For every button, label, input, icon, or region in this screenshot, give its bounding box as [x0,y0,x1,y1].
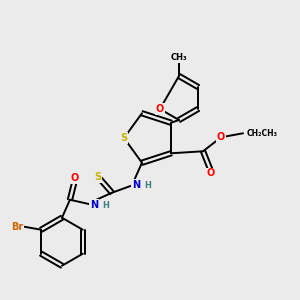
Text: CH₃: CH₃ [171,53,187,62]
Text: O: O [207,168,215,178]
Text: H: H [144,181,151,190]
Text: Br: Br [11,222,23,232]
Text: O: O [156,104,164,114]
Text: O: O [71,173,79,183]
Text: O: O [217,132,225,142]
Text: N: N [90,200,98,210]
Text: N: N [132,180,140,190]
Text: CH₂CH₃: CH₂CH₃ [247,129,278,138]
Text: S: S [94,172,101,182]
Text: H: H [102,201,109,210]
Text: S: S [120,133,128,143]
